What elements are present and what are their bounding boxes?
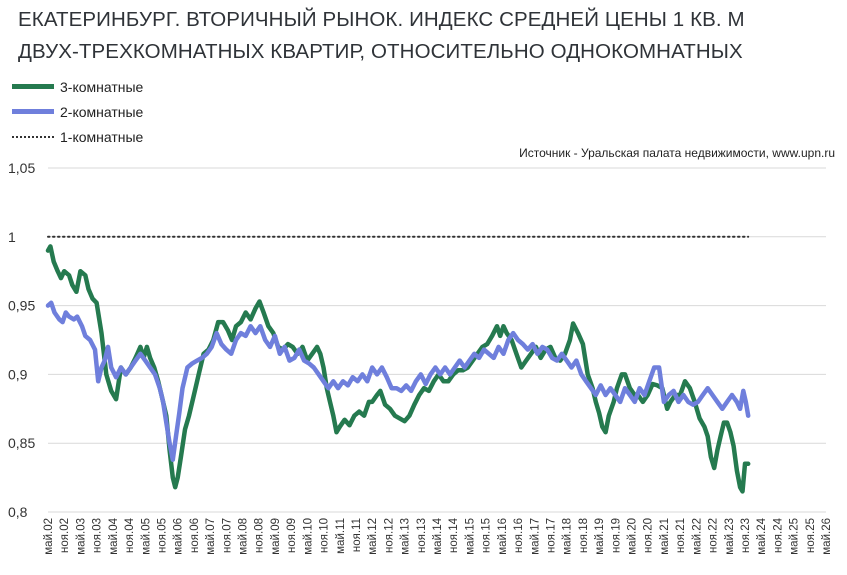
x-tick-label: май.06 <box>173 518 185 555</box>
x-tick-label: май.12 <box>367 518 379 555</box>
chart-title-line2: ДВУХ-ТРЕХКОМНАТНЫХ КВАРТИР, ОТНОСИТЕЛЬНО… <box>18 40 743 63</box>
x-tick-label: май.19 <box>594 518 606 555</box>
source-note: Источник - Уральская палата недвижимости… <box>519 146 835 160</box>
x-tick-label: ноя.14 <box>448 517 460 553</box>
y-tick-label: 1 <box>8 229 16 245</box>
x-tick-label: май.20 <box>627 518 639 555</box>
x-tick-label: май.13 <box>400 518 412 555</box>
x-tick-label: май.11 <box>335 518 347 554</box>
x-tick-label: май.18 <box>562 518 574 555</box>
x-tick-label: май.17 <box>529 518 541 555</box>
x-tick-label: май.03 <box>75 518 87 555</box>
legend: 3-комнатные 2-комнатные 1-комнатные <box>12 74 143 149</box>
legend-label-3room: 3-комнатные <box>60 78 144 95</box>
x-tick-label: май.04 <box>108 517 120 554</box>
legend-item-3room: 3-комнатные <box>12 74 143 99</box>
x-tick-label: май.08 <box>238 518 250 555</box>
grid-lines <box>48 167 826 513</box>
legend-item-1room: 1-комнатные <box>12 124 143 149</box>
x-tick-label: ноя.20 <box>643 518 655 553</box>
x-tick-label: ноя.16 <box>513 518 525 553</box>
legend-swatch-3room <box>12 84 54 89</box>
x-tick-label: ноя.24 <box>772 517 784 553</box>
x-tick-label: ноя.10 <box>319 518 331 553</box>
x-tick-label: май.10 <box>302 518 314 555</box>
x-tick-label: май.09 <box>270 518 282 555</box>
x-tick-label: ноя.09 <box>286 518 298 553</box>
legend-swatch-2room <box>12 109 54 114</box>
y-tick-label: 0,95 <box>8 298 35 314</box>
x-tick-label: май.26 <box>821 518 833 555</box>
y-tick-label: 0,8 <box>8 504 28 520</box>
series-line-2room <box>45 300 751 462</box>
y-axis-ticks: 0,8 0,85 0,9 0,95 1 1,05 <box>8 160 35 520</box>
x-tick-label: май.14 <box>432 517 444 554</box>
y-tick-label: 1,05 <box>8 160 35 176</box>
y-tick-label: 0,9 <box>8 366 28 382</box>
x-tick-label: май.05 <box>140 518 152 555</box>
x-tick-label: ноя.08 <box>254 518 266 553</box>
x-tick-label: май.24 <box>756 517 768 554</box>
x-tick-label: май.07 <box>205 518 217 555</box>
legend-swatch-1room <box>12 135 54 138</box>
x-tick-label: ноя.03 <box>92 518 104 553</box>
x-tick-label: ноя.17 <box>545 518 557 553</box>
x-tick-label: май.23 <box>724 518 736 555</box>
x-tick-label: ноя.12 <box>383 518 395 553</box>
y-tick-label: 0,85 <box>8 435 35 451</box>
x-tick-label: ноя.22 <box>708 518 720 553</box>
x-tick-label: ноя.02 <box>59 518 71 553</box>
x-tick-label: ноя.19 <box>610 518 622 553</box>
x-tick-label: ноя.23 <box>740 518 752 553</box>
x-tick-label: ноя.05 <box>156 518 168 553</box>
chart-title-line1: ЕКАТЕРИНБУРГ. ВТОРИЧНЫЙ РЫНОК. ИНДЕКС СР… <box>18 8 745 31</box>
x-tick-label: ноя.18 <box>578 518 590 553</box>
x-tick-label: май.16 <box>497 518 509 555</box>
x-tick-label: ноя.11 <box>351 518 363 552</box>
x-tick-label: май.22 <box>691 518 703 555</box>
x-tick-label: май.25 <box>789 518 801 555</box>
x-tick-label: май.02 <box>43 518 55 555</box>
legend-item-2room: 2-комнатные <box>12 99 143 124</box>
series-lines <box>45 235 751 494</box>
x-tick-label: ноя.06 <box>189 518 201 553</box>
x-tick-label: ноя.21 <box>675 518 687 553</box>
x-tick-label: ноя.25 <box>805 518 817 553</box>
x-tick-label: ноя.07 <box>221 518 233 553</box>
x-tick-label: май.15 <box>464 518 476 555</box>
x-tick-label: ноя.13 <box>416 518 428 553</box>
x-tick-label: ноя.15 <box>481 518 493 553</box>
x-tick-label: ноя.04 <box>124 517 136 553</box>
x-axis-ticks: май.02 ноя.02 май.03 ноя.03 май.04 ноя.04 май.… <box>43 517 833 554</box>
chart-title: ЕКАТЕРИНБУРГ. ВТОРИЧНЫЙ РЫНОК. ИНДЕКС СР… <box>18 4 838 68</box>
x-tick-label: май.21 <box>659 518 671 555</box>
legend-label-1room: 1-комнатные <box>60 128 144 145</box>
legend-label-2room: 2-комнатные <box>60 103 144 120</box>
